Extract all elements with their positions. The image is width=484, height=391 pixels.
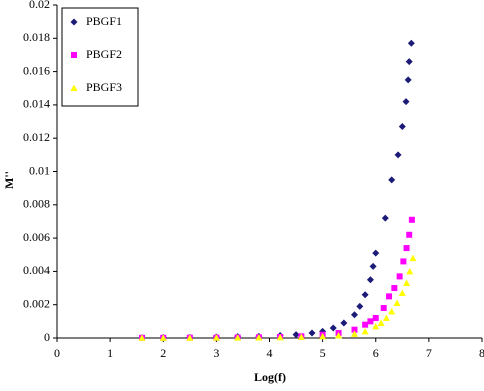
point [361, 291, 369, 299]
point [234, 334, 242, 341]
y-tick-label: 0.018 [23, 30, 50, 44]
x-tick-label: 7 [426, 346, 432, 360]
point [381, 214, 389, 222]
point [276, 333, 284, 341]
y-tick-label: 0.02 [29, 0, 50, 11]
legend-marker [70, 84, 78, 91]
legend-label: PBGF1 [86, 14, 122, 28]
point [372, 315, 379, 322]
point [297, 333, 305, 341]
x-tick-label: 8 [479, 346, 484, 360]
legend-label: PBGF3 [86, 80, 122, 94]
point [372, 322, 380, 330]
legend-marker [71, 52, 77, 58]
point [407, 39, 415, 47]
point [404, 76, 412, 84]
y-tick-label: 0.004 [23, 263, 50, 277]
point [362, 321, 369, 328]
point [398, 123, 406, 131]
y-tick-label: 0.016 [23, 63, 50, 77]
x-tick-label: 3 [213, 346, 219, 360]
point [398, 289, 406, 297]
point [292, 331, 300, 339]
point [403, 245, 410, 252]
point [255, 334, 263, 341]
x-tick-label: 1 [107, 346, 113, 360]
point [406, 231, 413, 238]
point [351, 326, 358, 333]
y-tick-label: 0.002 [23, 296, 50, 310]
point [367, 318, 374, 325]
point [380, 305, 387, 312]
y-axis-title: M'' [2, 171, 16, 189]
point [394, 151, 402, 159]
point [408, 216, 415, 223]
point [388, 307, 396, 315]
y-tick-label: 0.006 [23, 230, 50, 244]
y-tick-label: 0.012 [23, 130, 50, 144]
point [361, 327, 369, 335]
point [409, 254, 417, 262]
point [377, 319, 385, 327]
x-tick-label: 4 [267, 346, 273, 360]
point [369, 262, 377, 270]
point [386, 293, 393, 300]
x-tick-label: 6 [373, 346, 379, 360]
point [366, 276, 374, 284]
point [405, 58, 413, 66]
point [400, 258, 407, 265]
x-tick-label: 5 [320, 346, 326, 360]
point [138, 334, 146, 341]
legend-label: PBGF2 [86, 47, 122, 61]
point [351, 330, 358, 337]
legend-marker [70, 18, 78, 26]
x-axis-title: Log(f) [254, 370, 286, 384]
y-tick-label: 0.014 [23, 97, 50, 111]
y-tick-label: 0.008 [23, 197, 50, 211]
x-tick-label: 2 [160, 346, 166, 360]
point [356, 302, 364, 310]
point [391, 285, 398, 292]
point [319, 332, 327, 340]
point [382, 314, 390, 322]
x-tick-label: 0 [54, 346, 60, 360]
point [186, 334, 194, 341]
point [402, 98, 410, 106]
point [406, 267, 414, 275]
point [396, 273, 403, 280]
point [329, 324, 337, 332]
point [159, 334, 167, 341]
point [388, 176, 396, 184]
point [212, 334, 220, 341]
point [403, 279, 411, 287]
y-tick-label: 0.01 [29, 163, 50, 177]
point [335, 332, 343, 339]
point [393, 299, 401, 307]
y-tick-label: 0 [44, 330, 50, 344]
point [351, 311, 358, 319]
point [308, 329, 316, 337]
point [372, 249, 380, 257]
point [340, 319, 348, 327]
